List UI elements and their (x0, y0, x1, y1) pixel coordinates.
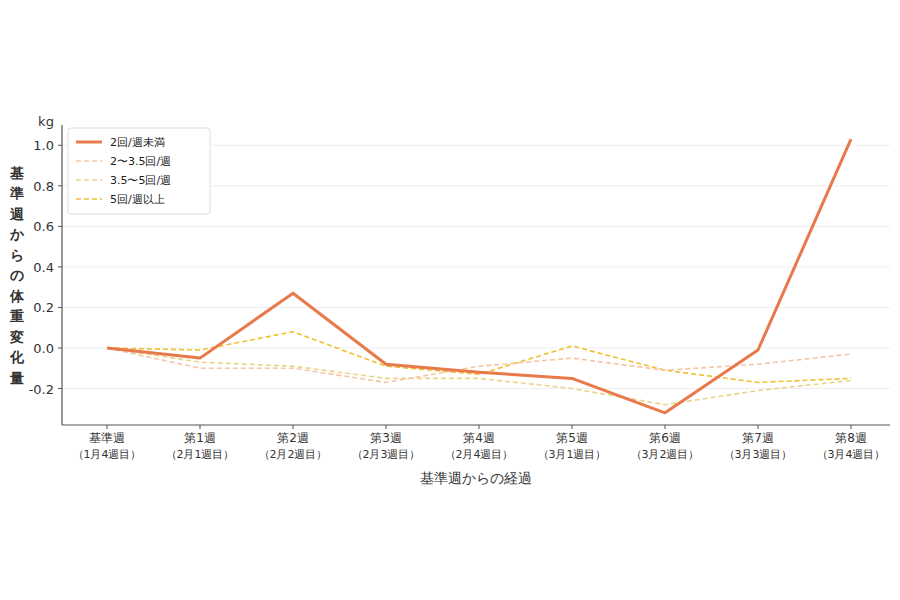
y-axis-title-char: 準 (9, 185, 24, 201)
y-tick-label: 1.0 (33, 138, 54, 153)
chart-svg: -0.2 0.0 0.2 0.4 0.6 0.8 1.0 基準週 （1月4週目） 第1週 （2月1週… (0, 0, 900, 600)
y-axis-title-char: 量 (9, 370, 24, 386)
grid-line (62, 307, 890, 308)
x-tick-label-line: 第3週 (370, 431, 402, 445)
y-axis-title-char: 基 (9, 165, 24, 181)
x-tick (386, 425, 387, 429)
y-unit: kg (38, 114, 54, 129)
series-line (107, 332, 851, 383)
legend-label: 5回/週以上 (110, 193, 165, 206)
x-tick (758, 425, 759, 429)
y-axis-title-char: 化 (9, 349, 25, 365)
legend-label: 3.5〜5回/週 (110, 174, 171, 187)
y-tick-label: 0.2 (33, 300, 54, 315)
x-tick-label: 第2週 （2月2週目） (259, 431, 328, 461)
grid-line (62, 266, 890, 267)
x-tick-label: 基準週 （1月4週目） (73, 431, 142, 461)
x-tick-label-line: （1月4週目） (73, 448, 142, 461)
y-axis-title-char: 変 (9, 329, 24, 345)
series-line (107, 348, 851, 405)
x-tick-label: 第3週 （2月3週目） (352, 431, 421, 461)
x-tick (293, 425, 294, 429)
y-axis-title: 基準週からの体重変化量 (9, 165, 25, 386)
x-tick (572, 425, 573, 429)
x-tick-label-line: 第6週 (649, 431, 681, 445)
x-tick-label: 第4週 （2月4週目） (445, 431, 514, 461)
x-tick-label-line: （2月1週目） (166, 448, 235, 461)
x-tick-label-line: 第8週 (835, 431, 867, 445)
x-tick-label-line: （3月1週目） (538, 448, 607, 461)
x-tick-label-line: 第4週 (463, 431, 495, 445)
x-tick-label-line: （3月2週目） (631, 448, 700, 461)
x-tick (107, 425, 108, 429)
x-tick-label-line: 第1週 (184, 431, 216, 445)
x-tick (665, 425, 666, 429)
y-tick-label: 0.6 (33, 219, 54, 234)
x-tick-label-line: 第7週 (742, 431, 774, 445)
x-tick-label: 第1週 （2月1週目） (166, 431, 235, 461)
legend-box (68, 128, 210, 214)
y-tick-label: 0.4 (33, 260, 54, 275)
x-tick-label: 第8週 （3月4週目） (817, 431, 886, 461)
y-axis-title-char: 週 (9, 206, 25, 222)
legend-swatch (76, 141, 102, 144)
grid-line (62, 347, 890, 348)
x-tick-label: 第7週 （3月3週目） (724, 431, 793, 461)
x-tick-label-line: （2月4週目） (445, 448, 514, 461)
y-tick-label: -0.2 (29, 382, 54, 397)
series-line (107, 139, 851, 413)
legend-swatch (76, 179, 102, 181)
x-tick-label: 第6週 （3月2週目） (631, 431, 700, 461)
series-group (107, 139, 851, 413)
x-tick-label: 第5週 （3月1週目） (538, 431, 607, 461)
x-tick (479, 425, 480, 429)
y-tick-label: 0.0 (33, 341, 54, 356)
x-tick-label-line: 第2週 (277, 431, 309, 445)
legend-label: 2回/週未満 (110, 136, 165, 149)
x-tick (200, 425, 201, 429)
series-line (107, 348, 851, 382)
y-axis-title-char: ら (10, 247, 24, 263)
legend-swatch (76, 198, 102, 200)
x-tick-label-line: （3月3週目） (724, 448, 793, 461)
y-axis-title-char: の (10, 267, 24, 283)
legend-label: 2〜3.5回/週 (110, 155, 171, 168)
x-tick-label-line: 第5週 (556, 431, 588, 445)
y-tick-label: 0.8 (33, 179, 54, 194)
x-tick-label-line: 基準週 (89, 431, 125, 445)
x-tick (851, 425, 852, 429)
legend: 2回/週未満 2〜3.5回/週 3.5〜5回/週 5回/週以上 (68, 128, 210, 214)
y-axis-title-char: 重 (9, 308, 24, 324)
x-axis (62, 424, 890, 425)
chart-container: -0.2 0.0 0.2 0.4 0.6 0.8 1.0 基準週 （1月4週目） 第1週 （2月1週… (0, 0, 900, 600)
legend-swatch (76, 160, 102, 162)
y-axis-title-char: か (9, 226, 25, 242)
x-tick-label-line: （2月3週目） (352, 448, 421, 461)
y-axis (61, 125, 62, 425)
x-tick-label-line: （2月2週目） (259, 448, 328, 461)
y-axis-title-char: 体 (9, 288, 25, 304)
grid-line (62, 388, 890, 389)
grid-line (62, 226, 890, 227)
x-axis-title: 基準週からの経過 (420, 470, 532, 486)
x-tick-label-line: （3月4週目） (817, 448, 886, 461)
